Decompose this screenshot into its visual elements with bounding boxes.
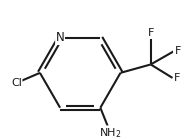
Text: NH$_2$: NH$_2$ <box>99 126 122 140</box>
Text: F: F <box>175 46 182 56</box>
Text: F: F <box>147 28 154 38</box>
Text: F: F <box>173 73 180 83</box>
Text: N: N <box>56 32 64 45</box>
Text: Cl: Cl <box>11 78 22 88</box>
